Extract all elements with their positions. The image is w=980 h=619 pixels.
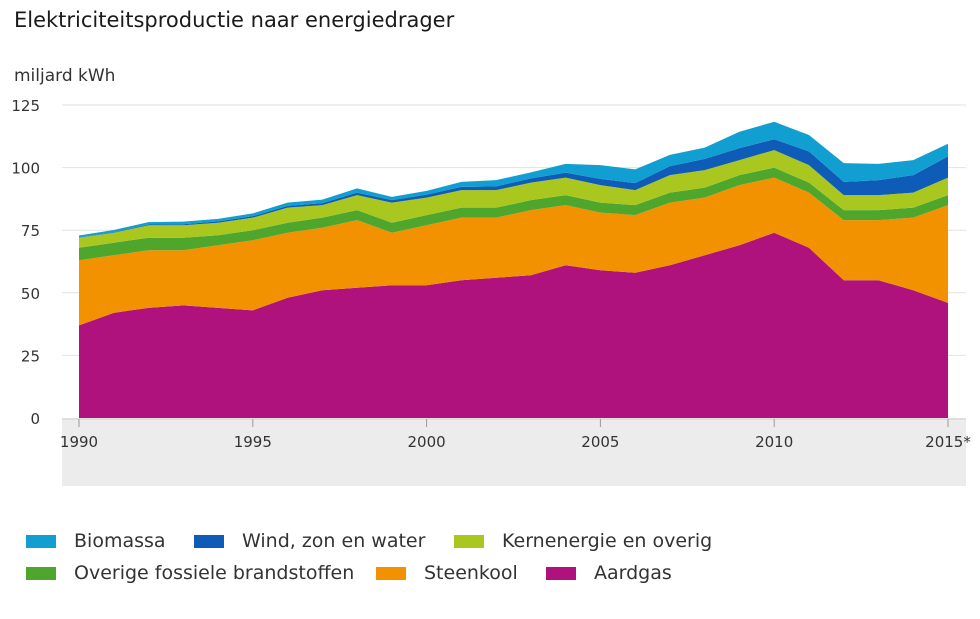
area-aardgas (79, 232, 948, 418)
legend-label-wind-zon-water: Wind, zon en water (242, 530, 426, 552)
x-tick-label: 2000 (408, 433, 446, 451)
x-tick-label: 2005 (581, 433, 619, 451)
x-tick-label: 1995 (234, 433, 272, 451)
legend-swatch-aardgas (546, 566, 576, 580)
x-tick-label: 2015* (925, 433, 971, 451)
y-tick-label: 75 (21, 222, 40, 240)
legend: Biomassa Wind, zon en water Kernenergie … (26, 530, 966, 594)
legend-label-biomassa: Biomassa (74, 530, 166, 552)
y-tick-label: 125 (11, 97, 40, 115)
legend-swatch-biomassa (26, 534, 56, 548)
legend-row-1: Biomassa Wind, zon en water Kernenergie … (26, 530, 966, 562)
legend-item-biomassa: Biomassa (26, 530, 166, 552)
area-overige-fossiele-brandstoffen (79, 167, 948, 261)
legend-label-overige-fossiele: Overige fossiele brandstoffen (74, 562, 355, 584)
y-tick-label: 0 (30, 410, 40, 428)
area-steenkool (79, 177, 948, 326)
legend-item-kernenergie: Kernenergie en overig (454, 530, 712, 552)
legend-label-aardgas: Aardgas (594, 562, 672, 584)
y-tick-label: 50 (21, 285, 40, 303)
legend-label-steenkool: Steenkool (424, 562, 518, 584)
y-tick-label: 100 (11, 160, 40, 178)
legend-item-wind-zon-water: Wind, zon en water (194, 530, 425, 552)
legend-item-overige-fossiele: Overige fossiele brandstoffen (26, 562, 354, 584)
legend-swatch-kernenergie (454, 534, 484, 548)
legend-label-kernenergie: Kernenergie en overig (502, 530, 713, 552)
legend-item-aardgas: Aardgas (546, 562, 672, 584)
y-axis: 0 25 50 75 100 125 (11, 97, 40, 428)
legend-swatch-steenkool (376, 566, 406, 580)
y-axis-unit-label: miljard kWh (14, 66, 116, 86)
legend-swatch-overige-fossiele (26, 566, 56, 580)
legend-swatch-wind-zon-water (194, 534, 224, 548)
x-axis-band (62, 420, 966, 486)
x-tick-label: 1990 (60, 433, 98, 451)
legend-item-steenkool: Steenkool (376, 562, 518, 584)
stacked-area-chart: 0 25 50 75 100 125 1990 1995 2000 2005 2010 2015* (11, 97, 971, 486)
x-tick-label: 2010 (755, 433, 793, 451)
chart-title: Elektriciteitsproductie naar energiedrag… (14, 8, 455, 32)
area-biomassa (79, 121, 948, 238)
legend-row-2: Overige fossiele brandstoffen Steenkool … (26, 562, 966, 594)
y-tick-label: 25 (21, 347, 40, 365)
x-axis: 1990 1995 2000 2005 2010 2015* (60, 418, 971, 486)
area-kernenergie-en-overig (79, 150, 948, 248)
area-series (79, 121, 948, 418)
